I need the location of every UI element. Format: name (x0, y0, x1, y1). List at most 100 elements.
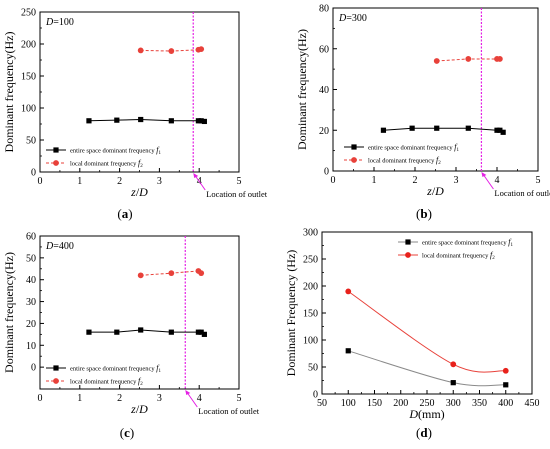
legend-entry: local dominant frequency f2 (70, 376, 143, 387)
data-point (86, 118, 92, 124)
x-axis-label: z/D (130, 185, 148, 199)
x-axis-label: D(mm) (408, 407, 444, 421)
y-tick-label: 30 (26, 297, 36, 308)
x-tick-label: 2 (117, 176, 122, 187)
x-tick-label: 250 (420, 398, 435, 409)
y-axis-label: Dominant frequency(Hz) (295, 29, 309, 150)
y-tick-label: 300 (303, 228, 318, 239)
outlet-arrow (186, 391, 198, 408)
data-point (201, 118, 207, 125)
x-tick-label: 150 (367, 398, 382, 409)
legend-marker (53, 147, 59, 153)
legend-entry: entire space dominant frequency f1 (368, 142, 460, 153)
data-point (198, 270, 205, 277)
outlet-label: Location of outlet (494, 188, 550, 198)
data-point (494, 127, 500, 133)
y-tick-label: 0 (313, 390, 318, 401)
legend-entry: local dominant frequency f2 (70, 158, 143, 169)
data-point (198, 46, 205, 53)
data-point (138, 116, 144, 123)
x-tick-label: 3 (157, 393, 162, 404)
y-axis-label: Dominant frequency(Hz) (2, 252, 16, 373)
x-tick-label: 200 (393, 398, 408, 409)
data-point (450, 361, 457, 368)
x-tick-label: 0 (38, 176, 43, 187)
y-tick-label: 50 (308, 363, 318, 374)
legend-marker (53, 365, 59, 371)
data-point (345, 348, 351, 354)
legend-entry: local dominant frequency f2 (368, 155, 441, 166)
series-1 (380, 125, 506, 135)
y-tick-label: 200 (21, 40, 36, 51)
y-tick-label: 40 (26, 275, 36, 286)
outlet-arrowhead (193, 173, 199, 178)
data-point (201, 331, 207, 337)
chart-panel-4: 50 100 150 200 250 300 350 400 45005010015020025… (284, 228, 540, 441)
legend: entire space dominant frequency f1 local … (46, 145, 162, 169)
legend-marker (53, 378, 59, 384)
legend: entire space dominant frequency f1 local … (46, 363, 162, 387)
outlet-arrowhead (481, 172, 487, 177)
legend-marker (405, 239, 411, 245)
data-point (496, 56, 503, 62)
x-tick-label: 400 (498, 398, 513, 409)
y-tick-label: 20 (26, 319, 36, 330)
series-line (383, 127, 504, 133)
series-1 (86, 116, 207, 125)
chart-panel-2: 0 1 2 3 4 5 0 20 40 60 80 Dominant frequency(Hz) z/D… (295, 4, 550, 222)
x-tick-label: 50 (317, 398, 327, 409)
x-tick-label: 5 (237, 176, 242, 187)
x-tick-label: 0 (331, 175, 336, 186)
y-tick-label: 80 (319, 4, 329, 15)
series-line (347, 290, 506, 373)
outlet-label: Location of outlet (198, 406, 260, 416)
panel-annotation: D=400 (45, 241, 74, 252)
data-point (198, 329, 204, 335)
x-tick-label: 4 (495, 175, 500, 186)
panel-annotation: D=100 (45, 17, 74, 28)
x-tick-label: 3 (157, 176, 162, 187)
data-point (114, 117, 120, 123)
x-tick-label: 2 (413, 175, 418, 186)
data-point (409, 125, 415, 131)
series-line (140, 270, 202, 276)
data-point (168, 270, 175, 277)
data-point (345, 288, 352, 295)
x-axis-label: z/D (426, 184, 444, 198)
y-axis-label: Dominant frequency(Hz) (2, 32, 16, 153)
y-tick-label: 100 (21, 104, 36, 115)
panel-label: (b) (416, 206, 432, 221)
data-point (433, 58, 440, 64)
x-tick-label: 350 (472, 398, 487, 409)
y-tick-label: 200 (303, 282, 318, 293)
panel-annotation: D=300 (338, 13, 367, 24)
data-point (380, 127, 387, 133)
data-point (168, 329, 174, 335)
data-point (195, 329, 202, 335)
y-tick-label: 0 (324, 167, 329, 178)
y-tick-label: 50 (26, 253, 36, 264)
legend-marker (405, 252, 411, 258)
y-tick-label: 250 (303, 255, 318, 266)
panel-label: (d) (416, 425, 432, 440)
legend: entire space dominant frequency f1 local … (344, 142, 460, 166)
x-tick-label: 2 (117, 393, 122, 404)
x-tick-label: 100 (341, 398, 356, 409)
x-tick-label: 1 (77, 393, 82, 404)
outlet-label: Location of outlet (206, 189, 268, 199)
data-point (450, 380, 456, 386)
legend-marker (351, 157, 357, 163)
x-tick-label: 5 (237, 393, 242, 404)
y-tick-label: 150 (303, 309, 318, 320)
y-tick-label: 150 (21, 72, 36, 83)
legend-entry: entire space dominant frequency f1 (70, 363, 162, 374)
data-point (114, 329, 120, 335)
series-2 (137, 268, 205, 279)
y-axis-label: Dominant Frequency (Hz) (284, 250, 298, 377)
series-2 (137, 46, 205, 54)
outlet-arrow (482, 173, 494, 190)
data-point (497, 127, 503, 133)
data-point (168, 118, 174, 124)
